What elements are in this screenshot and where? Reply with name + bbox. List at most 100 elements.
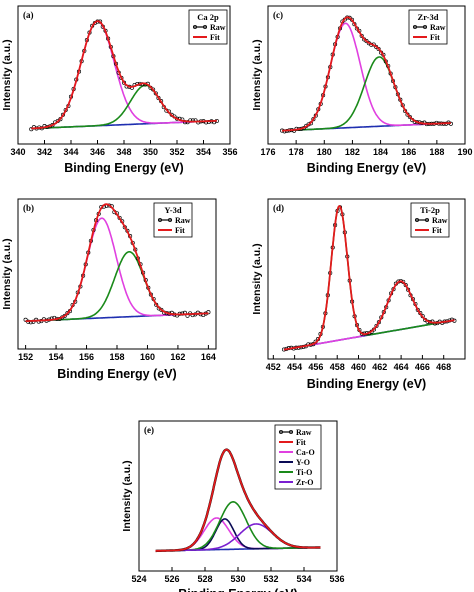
legend-marker bbox=[193, 25, 197, 29]
legend-label: Ca-O bbox=[296, 448, 315, 457]
x-tick-label: 524 bbox=[131, 574, 146, 584]
legend-marker bbox=[158, 218, 162, 222]
panel-label: (e) bbox=[144, 425, 154, 435]
legend-box bbox=[274, 424, 322, 490]
x-tick-label: 160 bbox=[140, 352, 155, 362]
x-tick-label: 154 bbox=[49, 352, 64, 362]
y-axis-label: Intensity (a.u.) bbox=[1, 238, 13, 309]
fit-line bbox=[155, 448, 321, 552]
y-axis-label: Intensity (a.u.) bbox=[1, 39, 13, 110]
legend-label: Raw bbox=[296, 428, 312, 437]
legend-label: Fit bbox=[432, 226, 442, 235]
x-axis-label: Binding Energy (eV) bbox=[307, 161, 426, 175]
x-tick-label: 162 bbox=[170, 352, 185, 362]
y-axis-label: Intensity (a.u.) bbox=[251, 39, 263, 110]
plot-frame bbox=[267, 5, 466, 145]
legend-marker bbox=[168, 218, 172, 222]
x-tick-label: 344 bbox=[63, 147, 78, 157]
x-tick-label: 532 bbox=[263, 574, 278, 584]
x-tick-label: 186 bbox=[401, 147, 416, 157]
x-tick-label: 454 bbox=[287, 362, 302, 372]
legend-label: Raw bbox=[175, 216, 191, 225]
x-tick-label: 348 bbox=[116, 147, 131, 157]
x-tick-label: 466 bbox=[415, 362, 430, 372]
legend-marker bbox=[279, 430, 283, 434]
chart-panel-1: 340 342 344 346 348 350 352 354 356 Binding Energ… bbox=[1, 5, 238, 175]
x-tick-label: 464 bbox=[394, 362, 409, 372]
legend-marker bbox=[203, 25, 207, 29]
chart-panel-5: 524 526 528 530 532 534 536 Binding Energy (eV)… bbox=[121, 420, 345, 592]
legend-marker bbox=[413, 25, 417, 29]
legend-label: Raw bbox=[432, 216, 448, 225]
legend-label: Y-O bbox=[296, 458, 310, 467]
plot-frame bbox=[267, 198, 466, 360]
x-tick-label: 456 bbox=[308, 362, 323, 372]
fit-line bbox=[282, 16, 451, 132]
x-tick-label: 342 bbox=[37, 147, 52, 157]
x-tick-label: 340 bbox=[10, 147, 25, 157]
legend-title: Zr-3d bbox=[418, 12, 439, 22]
chart-panel-2: 176 178 180 182 184 186 188 190 Binding Energy (… bbox=[251, 5, 473, 175]
x-tick-label: 156 bbox=[79, 352, 94, 362]
x-axis-label: Binding Energy (eV) bbox=[307, 377, 426, 391]
panel-label: (c) bbox=[273, 10, 283, 20]
legend-box bbox=[408, 9, 448, 45]
panel-label: (a) bbox=[23, 10, 34, 20]
component-peak bbox=[282, 56, 451, 132]
x-tick-label: 158 bbox=[109, 352, 124, 362]
x-tick-label: 178 bbox=[289, 147, 304, 157]
x-tick-label: 534 bbox=[296, 574, 311, 584]
fit-line bbox=[31, 20, 217, 130]
x-tick-label: 460 bbox=[351, 362, 366, 372]
x-tick-label: 354 bbox=[196, 147, 211, 157]
legend-label: Fit bbox=[296, 438, 306, 447]
legend-title: Ti-2p bbox=[420, 205, 440, 215]
legend-label: Raw bbox=[430, 23, 446, 32]
legend-title: Ca 2p bbox=[197, 12, 219, 22]
legend-label: Raw bbox=[210, 23, 226, 32]
component-peak bbox=[283, 280, 455, 351]
x-tick-label: 528 bbox=[197, 574, 212, 584]
x-tick-label: 152 bbox=[18, 352, 33, 362]
x-tick-label: 346 bbox=[90, 147, 105, 157]
fit-line bbox=[283, 205, 455, 351]
x-tick-label: 452 bbox=[266, 362, 281, 372]
panel-label: (b) bbox=[23, 203, 34, 213]
legend-label: Fit bbox=[210, 33, 220, 42]
raw-point bbox=[407, 114, 412, 120]
raw-point bbox=[364, 39, 369, 44]
y-axis-label: Intensity (a.u.) bbox=[251, 243, 263, 314]
legend-label: Fit bbox=[430, 33, 440, 42]
raw-point bbox=[23, 317, 28, 322]
legend-marker bbox=[289, 430, 293, 434]
x-tick-label: 176 bbox=[260, 147, 275, 157]
legend-label: Ti-O bbox=[296, 468, 312, 477]
x-tick-label: 356 bbox=[222, 147, 237, 157]
legend-marker bbox=[425, 218, 429, 222]
fit-line bbox=[25, 203, 209, 323]
x-tick-label: 526 bbox=[164, 574, 179, 584]
x-tick-label: 462 bbox=[372, 362, 387, 372]
legend-marker bbox=[423, 25, 427, 29]
x-tick-label: 180 bbox=[317, 147, 332, 157]
x-tick-label: 352 bbox=[169, 147, 184, 157]
legend-label: Zr-O bbox=[296, 478, 313, 487]
x-tick-label: 458 bbox=[330, 362, 345, 372]
legend-title: Y-3d bbox=[164, 205, 181, 215]
x-tick-label: 182 bbox=[345, 147, 360, 157]
x-axis-label: Binding Energy (eV) bbox=[178, 587, 297, 592]
x-tick-label: 164 bbox=[201, 352, 216, 362]
legend-label: Fit bbox=[175, 226, 185, 235]
x-tick-label: 536 bbox=[329, 574, 344, 584]
x-tick-label: 468 bbox=[436, 362, 451, 372]
x-tick-label: 184 bbox=[373, 147, 388, 157]
x-axis-label: Binding Energy (eV) bbox=[57, 367, 176, 381]
x-tick-label: 530 bbox=[230, 574, 245, 584]
chart-panel-3: 152 154 156 158 160 162 164 Binding Energy (eV)… bbox=[1, 198, 217, 381]
